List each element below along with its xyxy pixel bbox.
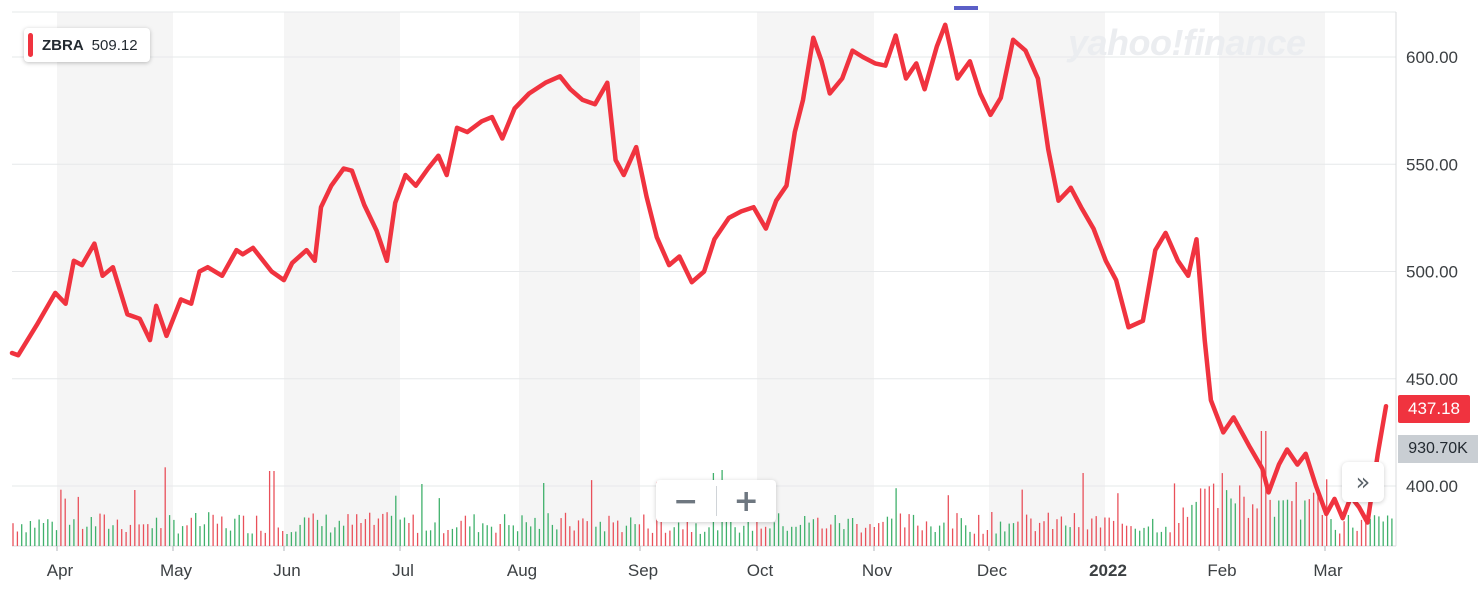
last-volume-tag: 930.70K [1398,435,1478,463]
x-tick-label: Jul [392,561,414,580]
x-tick-label: Oct [747,561,774,580]
x-tick-label: May [160,561,193,580]
expand-chevron-icon[interactable]: » [1342,462,1384,502]
x-tick-label: Dec [977,561,1008,580]
legend-price: 509.12 [91,36,138,54]
y-tick-label: 450.00 [1406,370,1458,389]
last-price-tag: 437.18 [1398,395,1470,423]
y-tick-label: 500.00 [1406,263,1458,282]
x-tick-label: 2022 [1089,561,1127,580]
zoom-controls: − + [656,480,776,522]
event-marker[interactable] [954,6,978,10]
y-tick-label: 400.00 [1406,477,1458,496]
x-tick-label: Mar [1313,561,1343,580]
yahoo-finance-watermark: yahoo!finance [1068,22,1306,63]
y-tick-label: 600.00 [1406,48,1458,67]
y-tick-label: 550.00 [1406,155,1458,174]
month-band [284,12,400,546]
month-band [989,12,1105,546]
x-tick-label: Nov [862,561,893,580]
legend-ticker: ZBRA [42,36,84,54]
x-tick-label: Sep [628,561,658,580]
legend-chip[interactable]: ZBRA 509.12 [24,28,150,62]
x-tick-label: Apr [47,561,74,580]
month-band [757,12,874,546]
month-band [519,12,640,546]
zoom-divider [715,486,717,516]
x-tick-label: Jun [273,561,300,580]
zoom-out-button[interactable]: − [673,483,699,519]
price-line [9,22,1389,525]
zoom-in-button[interactable]: + [733,483,759,519]
legend-swatch [28,33,33,57]
x-tick-label: Aug [507,561,537,580]
x-tick-label: Feb [1207,561,1236,580]
